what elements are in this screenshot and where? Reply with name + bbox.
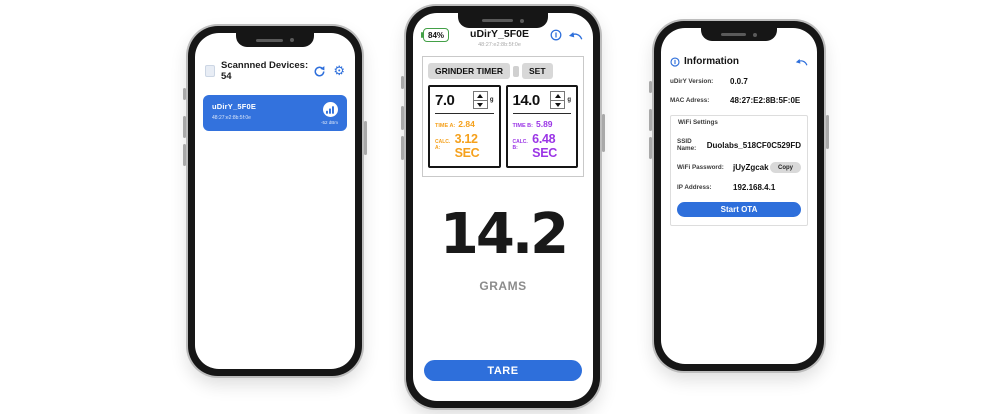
calc-b-label: CALC. B: (512, 139, 528, 151)
grams-a-unit: g (489, 97, 494, 103)
device-list-icon (205, 65, 215, 77)
calc-b-value: 6.48 SEC (532, 132, 557, 160)
tab-separator (513, 65, 519, 77)
mac-label: MAC Adress: (670, 97, 710, 104)
calc-a-value: 3.12 SEC (454, 132, 480, 160)
tab-set[interactable]: SET (522, 63, 553, 79)
stepper-down-button[interactable] (473, 100, 487, 108)
device-mac-subtitle: 48:27:e2:8b:5f:0e (478, 42, 521, 48)
mac-row: MAC Adress: 48:27:E2:8B:5F:0E (670, 96, 808, 105)
power-button (826, 115, 829, 149)
grams-b-input[interactable]: 14.0 (512, 91, 541, 109)
password-label: WiFi Password: (677, 164, 724, 171)
wifi-settings-legend: WiFi Settings (675, 119, 721, 126)
ssid-row: SSID Name: Duolabs_518CF0C529FD (677, 138, 801, 152)
stepper-up-button[interactable] (474, 92, 487, 100)
volume-down-button (401, 136, 404, 160)
password-value: jUyZgcak (733, 163, 769, 172)
tab-grinder-timer[interactable]: GRINDER TIMER (428, 63, 510, 79)
battery-indicator: 84% (423, 28, 450, 42)
info-title: Information (684, 56, 739, 67)
start-ota-button[interactable]: Start OTA (677, 202, 801, 217)
grinder-settings-panel: GRINDER TIMER SET 7.0 g (422, 56, 584, 177)
scanner-screen: Scannned Devices: 54 ⚙ uDirY_5F0E 48:27:… (195, 33, 355, 369)
refresh-icon[interactable] (313, 65, 326, 78)
mute-switch (401, 76, 404, 89)
front-camera (289, 38, 294, 42)
device-rssi: -52 dBm (320, 120, 338, 125)
copy-button[interactable]: Copy (770, 162, 801, 173)
stepper-up-button[interactable] (551, 92, 564, 100)
info-header: Information (670, 56, 808, 67)
info-icon (670, 56, 680, 67)
time-a-label: TIME A: (435, 123, 456, 129)
phone-frame-scanner: Scannned Devices: 54 ⚙ uDirY_5F0E 48:27:… (183, 26, 367, 376)
version-value: 0.0.7 (730, 77, 748, 86)
front-camera (753, 32, 758, 37)
grams-a-stepper (472, 91, 488, 109)
tab-bar: GRINDER TIMER SET (428, 63, 578, 79)
time-b-label: TIME B: (512, 123, 533, 129)
grams-b-unit: g (567, 97, 571, 103)
grams-b-stepper (550, 91, 566, 109)
time-b-value: 5.89 (535, 119, 553, 129)
password-row: WiFi Password: jUyZgcak Copy (677, 162, 801, 173)
channel-b-panel: 14.0 g TIME B: 5.89 CALC. B: (505, 85, 578, 168)
volume-up-button (183, 116, 186, 138)
info-icon[interactable] (550, 29, 562, 41)
scanned-devices-title: Scannned Devices: 54 (221, 60, 309, 82)
mac-value: 48:27:E2:8B:5F:0E (730, 96, 801, 105)
front-camera (519, 18, 524, 23)
phone-notch (701, 28, 777, 41)
signal-bars-icon (323, 102, 338, 117)
tare-button[interactable]: TARE (424, 360, 582, 381)
speaker-slot (720, 33, 747, 36)
grams-a-input[interactable]: 7.0 (435, 91, 455, 109)
phone-frame-info: Information uDirY Version: 0.0.7 MAC Adr… (649, 21, 829, 371)
ssid-label: SSID Name: (677, 138, 697, 152)
time-a-value: 2.84 (458, 119, 475, 129)
stepper-down-button[interactable] (551, 100, 565, 108)
device-mac: 48:27:e2:8b:5f:0e (212, 115, 251, 121)
speaker-slot (256, 38, 283, 42)
power-button (364, 121, 367, 155)
scanner-header: Scannned Devices: 54 ⚙ (205, 60, 345, 82)
grinder-header: 84% uDirY_5F0E 48:27:e2:8b:5f:0e (423, 28, 583, 48)
weight-readout: 14.2 (439, 202, 569, 267)
device-title: uDirY_5F0E (470, 28, 529, 40)
phone-frame-grinder: 84% uDirY_5F0E 48:27:e2:8b:5f:0e (401, 6, 605, 408)
mute-switch (649, 81, 652, 93)
phone-notch (236, 33, 314, 47)
volume-up-button (401, 106, 404, 130)
reply-arrow-icon[interactable] (568, 30, 583, 41)
volume-down-button (183, 144, 186, 166)
volume-up-button (649, 109, 652, 131)
calc-a-label: CALC. A: (435, 139, 451, 151)
ssid-value: Duolabs_518CF0C529FD (706, 140, 801, 150)
reply-arrow-icon[interactable] (795, 57, 808, 67)
speaker-slot (482, 19, 513, 22)
ip-row: IP Address: 192.168.4.1 (677, 183, 801, 192)
volume-down-button (649, 137, 652, 159)
grinder-screen: 84% uDirY_5F0E 48:27:e2:8b:5f:0e (413, 13, 593, 401)
device-card[interactable]: uDirY_5F0E 48:27:e2:8b:5f:0e -52 dBm (203, 95, 347, 131)
power-button (602, 114, 605, 152)
version-label: uDirY Version: (670, 78, 714, 85)
ip-label: IP Address: (677, 184, 712, 191)
ip-value: 192.168.4.1 (733, 183, 776, 192)
channel-a-panel: 7.0 g TIME A: 2.84 CALC. A: (428, 85, 501, 168)
phone-notch (458, 13, 548, 28)
gear-icon[interactable]: ⚙ (333, 63, 345, 79)
weight-unit-label: GRAMS (479, 279, 527, 293)
device-name: uDirY_5F0E (212, 102, 257, 111)
mute-switch (183, 88, 186, 100)
version-row: uDirY Version: 0.0.7 (670, 77, 808, 86)
info-screen: Information uDirY Version: 0.0.7 MAC Adr… (661, 28, 817, 364)
wifi-settings-section: WiFi Settings SSID Name: Duolabs_518CF0C… (670, 115, 808, 226)
